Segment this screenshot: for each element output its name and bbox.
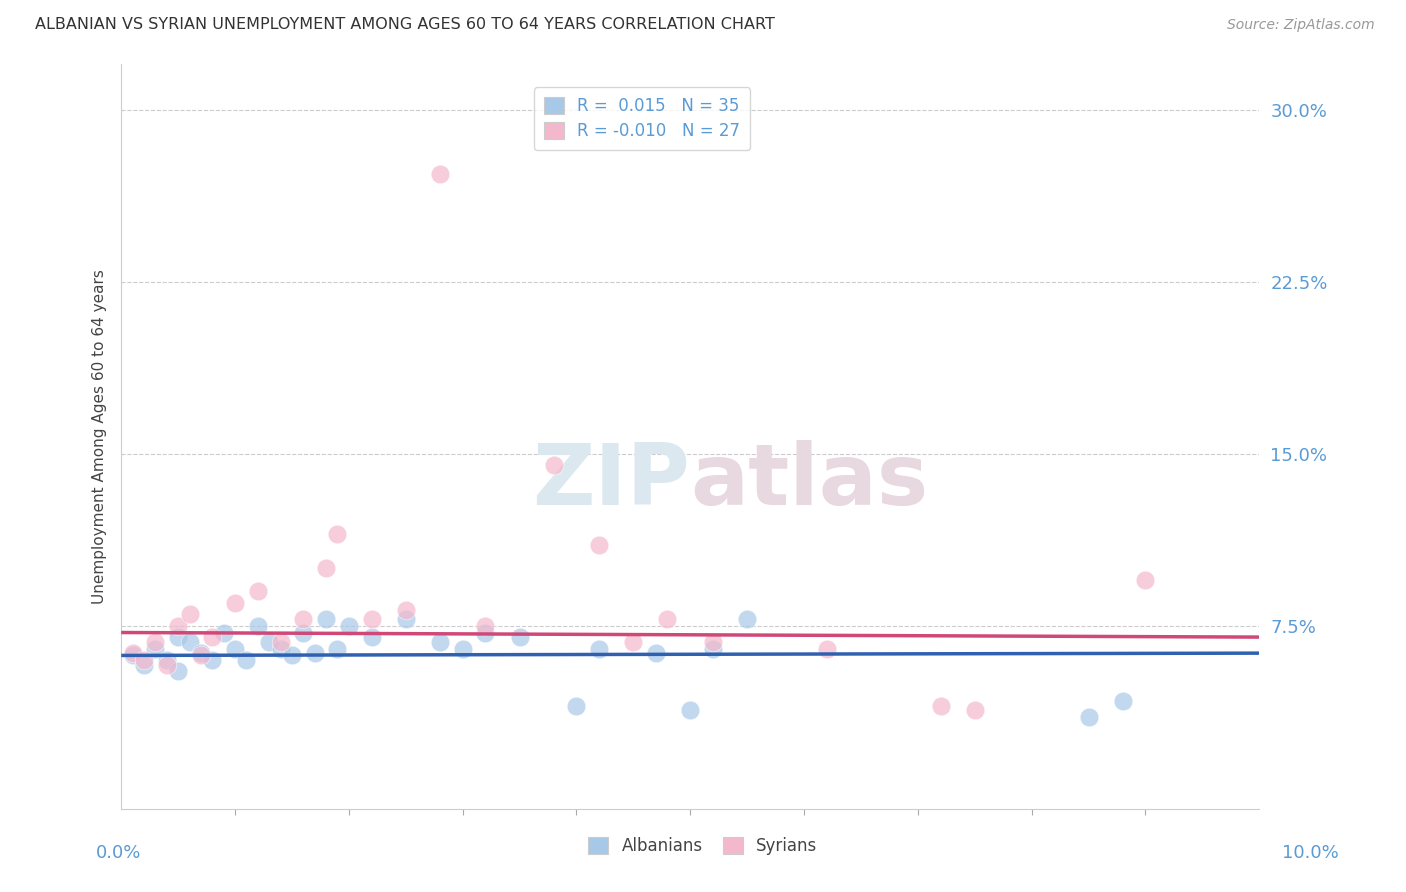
Point [588, 641, 610, 656]
Text: ZIP: ZIP [533, 440, 690, 523]
Point [929, 698, 952, 713]
Point [132, 657, 155, 672]
Point [645, 646, 668, 660]
Point [621, 634, 644, 648]
Point [201, 630, 224, 644]
Point [1077, 710, 1099, 724]
Point [565, 698, 588, 713]
Point [509, 630, 531, 644]
Point [337, 618, 360, 632]
Point [167, 630, 190, 644]
Point [179, 607, 201, 622]
Point [735, 612, 758, 626]
Point [132, 653, 155, 667]
Point [143, 641, 166, 656]
Point [121, 646, 143, 660]
Point [224, 641, 246, 656]
Point [270, 634, 292, 648]
Legend: Albanians, Syrians: Albanians, Syrians [582, 830, 824, 862]
Point [143, 634, 166, 648]
Point [167, 665, 190, 679]
Legend: R =  0.015   N = 35, R = -0.010   N = 27: R = 0.015 N = 35, R = -0.010 N = 27 [533, 87, 749, 150]
Y-axis label: Unemployment Among Ages 60 to 64 years: Unemployment Among Ages 60 to 64 years [93, 269, 107, 604]
Point [1135, 573, 1157, 587]
Point [281, 648, 304, 663]
Point [292, 612, 315, 626]
Point [167, 618, 190, 632]
Point [963, 703, 986, 717]
Point [224, 596, 246, 610]
Point [702, 641, 724, 656]
Point [474, 618, 496, 632]
Point [474, 625, 496, 640]
Point [543, 458, 565, 473]
Point [395, 602, 418, 616]
Point [156, 657, 179, 672]
Point [212, 625, 235, 640]
Point [679, 703, 702, 717]
Point [179, 634, 201, 648]
Point [451, 641, 474, 656]
Point [190, 646, 212, 660]
Point [304, 646, 326, 660]
Point [190, 648, 212, 663]
Text: 10.0%: 10.0% [1282, 844, 1339, 862]
Point [315, 612, 337, 626]
Point [246, 584, 269, 599]
Text: ALBANIAN VS SYRIAN UNEMPLOYMENT AMONG AGES 60 TO 64 YEARS CORRELATION CHART: ALBANIAN VS SYRIAN UNEMPLOYMENT AMONG AG… [35, 17, 775, 31]
Point [1111, 694, 1133, 708]
Point [156, 653, 179, 667]
Point [315, 561, 337, 575]
Point [657, 612, 679, 626]
Point [292, 625, 315, 640]
Point [201, 653, 224, 667]
Point [588, 538, 610, 552]
Point [360, 630, 382, 644]
Point [246, 618, 269, 632]
Point [815, 641, 838, 656]
Text: 0.0%: 0.0% [96, 844, 141, 862]
Point [429, 634, 451, 648]
Point [326, 527, 349, 541]
Point [395, 612, 418, 626]
Text: atlas: atlas [690, 440, 928, 523]
Point [235, 653, 257, 667]
Point [121, 648, 143, 663]
Point [326, 641, 349, 656]
Point [360, 612, 382, 626]
Point [702, 634, 724, 648]
Text: Source: ZipAtlas.com: Source: ZipAtlas.com [1227, 18, 1375, 31]
Point [429, 167, 451, 181]
Point [257, 634, 280, 648]
Point [270, 641, 292, 656]
